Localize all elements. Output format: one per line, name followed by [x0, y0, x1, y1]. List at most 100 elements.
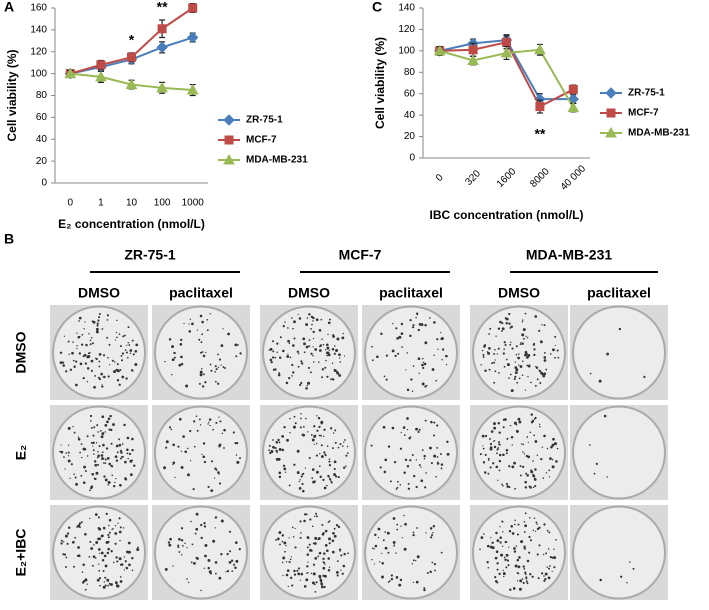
colony — [423, 587, 426, 590]
colony — [135, 343, 139, 347]
colony — [505, 566, 508, 569]
colony — [177, 445, 180, 448]
colony — [234, 566, 237, 570]
colony — [283, 467, 287, 471]
colony — [379, 561, 381, 563]
colony — [390, 577, 394, 581]
colony — [421, 449, 424, 452]
colony — [533, 417, 536, 420]
colony — [318, 551, 322, 555]
colony — [118, 557, 122, 561]
colony — [401, 346, 403, 348]
colony — [172, 461, 176, 465]
colony — [287, 339, 290, 343]
colony — [329, 479, 332, 481]
colony — [303, 425, 305, 428]
colony — [322, 478, 325, 482]
colony — [108, 428, 111, 431]
colony — [104, 458, 107, 461]
colony — [514, 523, 516, 526]
colony — [333, 369, 337, 373]
colony — [98, 527, 102, 531]
colony — [489, 545, 493, 549]
colony — [209, 425, 211, 427]
colony — [407, 487, 411, 490]
colony — [97, 463, 100, 466]
colony — [209, 572, 212, 575]
colony — [506, 559, 510, 562]
colony — [504, 558, 507, 562]
colony — [285, 561, 288, 563]
colony — [489, 437, 491, 440]
colony — [494, 370, 497, 373]
colony — [412, 323, 415, 327]
colony — [321, 368, 325, 371]
colony — [314, 583, 316, 586]
colony — [101, 432, 105, 435]
colony — [81, 343, 84, 346]
colony — [479, 548, 481, 551]
colony — [411, 390, 414, 393]
colony — [70, 463, 73, 466]
colony — [389, 480, 392, 483]
colony — [100, 435, 104, 439]
colony — [320, 583, 323, 586]
colony — [549, 555, 552, 559]
colony — [191, 543, 194, 546]
colony — [67, 451, 70, 454]
panel-label: B — [4, 231, 14, 247]
colony — [312, 346, 314, 348]
colony — [497, 347, 500, 350]
colony — [99, 429, 102, 432]
colony — [527, 364, 531, 368]
colony — [98, 360, 101, 363]
colony — [275, 539, 277, 541]
colony — [130, 349, 133, 352]
colony — [200, 536, 203, 540]
colony — [529, 573, 532, 576]
colony — [339, 443, 342, 446]
colony — [270, 360, 273, 364]
y-axis-label: Cell viability (%) — [5, 49, 19, 141]
colony — [524, 486, 528, 489]
colony — [291, 344, 295, 347]
colony — [336, 560, 339, 563]
colony — [276, 452, 278, 454]
colony — [239, 352, 242, 355]
colony — [346, 445, 349, 448]
colony — [191, 322, 194, 326]
colony — [82, 377, 85, 380]
colony — [272, 350, 275, 353]
colony — [116, 379, 120, 382]
colony — [490, 430, 494, 433]
colony — [516, 579, 519, 582]
annotation: ** — [534, 126, 545, 142]
colony — [222, 328, 224, 330]
colony — [115, 331, 118, 334]
colony — [318, 329, 322, 332]
colony — [114, 532, 118, 535]
colony — [200, 341, 203, 344]
colony — [521, 342, 524, 345]
colony — [323, 435, 325, 437]
colony — [189, 318, 192, 320]
colony — [418, 372, 420, 374]
colony — [194, 532, 197, 535]
colony — [433, 421, 436, 424]
colony — [84, 321, 86, 323]
colony — [423, 457, 426, 460]
colony — [511, 532, 515, 535]
y-tick-label: 160 — [30, 3, 47, 14]
colony — [303, 585, 307, 588]
colony — [536, 553, 539, 556]
colony — [393, 460, 397, 464]
colony — [109, 414, 112, 418]
colony — [110, 550, 113, 553]
colony — [518, 587, 522, 591]
colony — [403, 471, 406, 474]
colony — [103, 375, 106, 379]
colony — [95, 330, 99, 334]
colony — [287, 327, 289, 329]
colony — [283, 426, 286, 429]
